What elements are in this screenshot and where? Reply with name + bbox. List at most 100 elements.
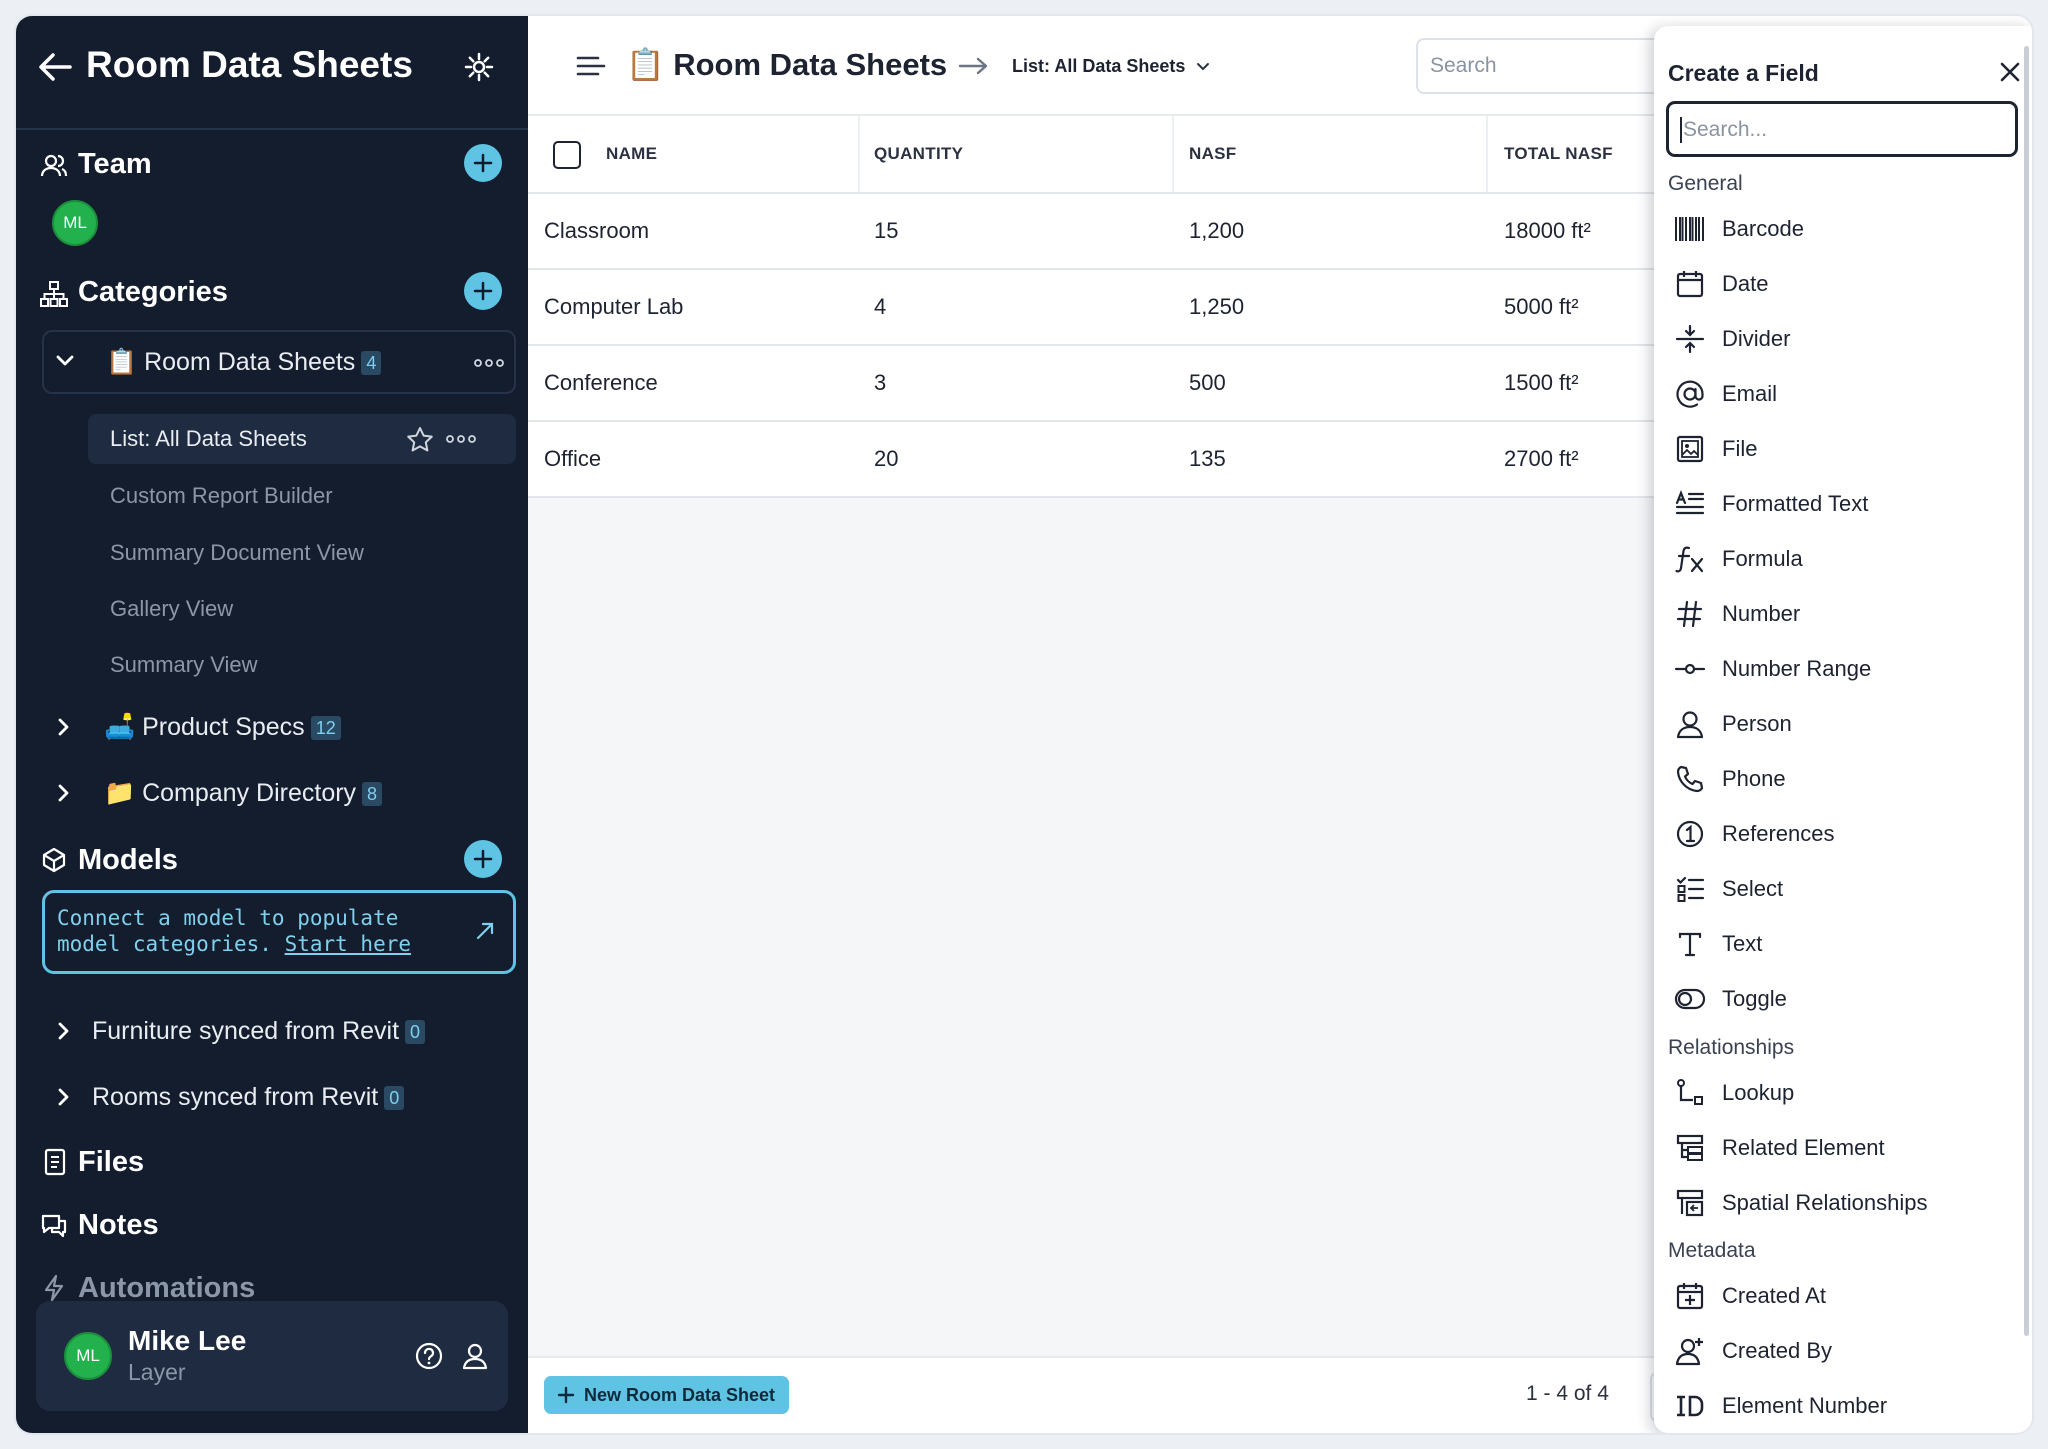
cell-quantity: 4 bbox=[874, 294, 887, 319]
user-avatar[interactable]: ML bbox=[64, 1332, 112, 1380]
add-category-button[interactable] bbox=[464, 272, 502, 310]
cell-total-nasf: 5000 ft² bbox=[1504, 294, 1579, 319]
field-type-email[interactable]: Email bbox=[1668, 367, 2008, 421]
menu-icon[interactable] bbox=[576, 54, 606, 78]
field-type-number-range[interactable]: Number Range bbox=[1668, 642, 2008, 696]
arrow-right-icon bbox=[958, 56, 990, 76]
phone-icon bbox=[1668, 757, 1712, 801]
field-type-spatial-relationships[interactable]: Spatial Relationships bbox=[1668, 1176, 2008, 1230]
notes-link[interactable]: Notes bbox=[78, 1209, 159, 1241]
field-type-formula[interactable]: Formula bbox=[1668, 532, 2008, 586]
column-header-name[interactable]: NAME bbox=[606, 144, 658, 163]
page-title[interactable]: Room Data Sheets bbox=[673, 47, 948, 82]
field-type-lookup[interactable]: Lookup bbox=[1668, 1066, 2008, 1120]
close-icon[interactable] bbox=[1998, 60, 2022, 84]
field-type-label: Element Number bbox=[1722, 1393, 1888, 1418]
cell-quantity: 20 bbox=[874, 446, 899, 471]
column-header-total-nasf[interactable]: TOTAL NASF bbox=[1504, 144, 1613, 163]
more-options-icon[interactable] bbox=[474, 358, 504, 368]
files-icon bbox=[42, 1148, 68, 1176]
chevron-right-icon[interactable] bbox=[52, 1086, 74, 1108]
team-icon bbox=[40, 152, 68, 180]
field-type-file[interactable]: File bbox=[1668, 422, 2008, 476]
view-summary[interactable]: Summary View bbox=[110, 652, 258, 677]
model-rooms[interactable]: Rooms synced from Revit 0 bbox=[92, 1083, 405, 1112]
model-count-badge: 0 bbox=[405, 1020, 426, 1045]
field-type-phone[interactable]: Phone bbox=[1668, 752, 2008, 806]
chevron-right-icon[interactable] bbox=[52, 716, 74, 738]
team-heading: Team bbox=[78, 148, 152, 180]
barcode-icon bbox=[1668, 207, 1712, 251]
field-type-label: Phone bbox=[1722, 766, 1786, 791]
gear-icon[interactable] bbox=[464, 52, 494, 82]
automations-link[interactable]: Automations bbox=[78, 1272, 256, 1304]
cell-total-nasf: 18000 ft² bbox=[1504, 218, 1591, 243]
select-all-checkbox[interactable] bbox=[553, 141, 581, 169]
category-room-data-sheets[interactable]: 📋 Room Data Sheets 4 bbox=[42, 330, 516, 394]
field-type-divider[interactable]: Divider bbox=[1668, 312, 2008, 366]
field-type-toggle[interactable]: Toggle bbox=[1668, 972, 2008, 1026]
field-type-related-element[interactable]: Related Element bbox=[1668, 1121, 2008, 1175]
field-type-person[interactable]: Person bbox=[1668, 697, 2008, 751]
field-type-references[interactable]: References bbox=[1668, 807, 2008, 861]
field-type-label: Formatted Text bbox=[1722, 491, 1869, 516]
sidebar-header: Room Data Sheets bbox=[16, 16, 528, 130]
column-header-nasf[interactable]: NASF bbox=[1189, 144, 1237, 163]
chevron-down-icon[interactable] bbox=[1196, 61, 1210, 73]
category-product-specs[interactable]: 🛋️ Product Specs 12 bbox=[104, 713, 341, 742]
field-type-label: Formula bbox=[1722, 546, 1803, 571]
category-company-directory[interactable]: 📁 Company Directory 8 bbox=[104, 779, 383, 808]
view-selector[interactable]: List: All Data Sheets bbox=[1012, 56, 1185, 77]
start-here-link[interactable]: Start here bbox=[284, 932, 412, 956]
panel-scrollbar[interactable] bbox=[2024, 46, 2029, 1336]
profile-icon[interactable] bbox=[460, 1341, 490, 1371]
field-type-label: Related Element bbox=[1722, 1135, 1885, 1160]
range-icon bbox=[1668, 647, 1712, 691]
chevron-right-icon[interactable] bbox=[52, 1020, 74, 1042]
at-sign-icon bbox=[1668, 372, 1712, 416]
field-type-created-at[interactable]: Created At bbox=[1668, 1269, 2008, 1323]
view-more-options-icon[interactable] bbox=[446, 434, 476, 444]
sidebar: Room Data Sheets Team ML Categories bbox=[16, 16, 528, 1433]
view-selector-label: List: All Data Sheets bbox=[1012, 56, 1186, 76]
field-type-select[interactable]: Select bbox=[1668, 862, 2008, 916]
pagination-text: 1 - 4 of 4 bbox=[1526, 1382, 1609, 1405]
new-room-data-sheet-button[interactable]: New Room Data Sheet bbox=[544, 1376, 790, 1414]
field-type-element-number[interactable]: Element Number bbox=[1668, 1379, 2008, 1433]
field-type-date[interactable]: Date bbox=[1668, 257, 2008, 311]
field-type-barcode[interactable]: Barcode bbox=[1668, 202, 2008, 256]
field-type-text[interactable]: Text bbox=[1668, 917, 2008, 971]
cell-quantity: 3 bbox=[874, 370, 887, 395]
search-input[interactable]: Search bbox=[1416, 38, 1676, 94]
column-header-quantity[interactable]: QUANTITY bbox=[874, 144, 964, 163]
view-custom-report-builder[interactable]: Custom Report Builder bbox=[110, 483, 333, 508]
arrow-up-right-icon[interactable] bbox=[473, 919, 497, 943]
cell-nasf: 135 bbox=[1189, 446, 1226, 471]
view-gallery[interactable]: Gallery View bbox=[110, 596, 234, 621]
user-card[interactable]: ML Mike Lee Layer bbox=[36, 1301, 508, 1411]
field-type-formatted-text[interactable]: Formatted Text bbox=[1668, 477, 2008, 531]
model-furniture[interactable]: Furniture synced from Revit 0 bbox=[92, 1017, 426, 1046]
help-icon[interactable] bbox=[414, 1341, 444, 1371]
add-model-button[interactable] bbox=[464, 840, 502, 878]
cell-name: Computer Lab bbox=[544, 294, 684, 319]
field-type-number[interactable]: Number bbox=[1668, 587, 2008, 641]
team-member-avatar[interactable]: ML bbox=[52, 200, 98, 246]
view-summary-document[interactable]: Summary Document View bbox=[110, 540, 364, 565]
back-arrow-icon[interactable] bbox=[38, 52, 72, 82]
files-link[interactable]: Files bbox=[78, 1146, 145, 1178]
cell-name: Classroom bbox=[544, 218, 650, 243]
person-plus-icon bbox=[1668, 1329, 1712, 1373]
reference-circle-icon bbox=[1668, 812, 1712, 856]
field-search-input[interactable]: Search... bbox=[1666, 101, 2018, 157]
text-t-icon bbox=[1668, 922, 1712, 966]
chevron-down-icon[interactable] bbox=[54, 350, 76, 372]
notes-icon bbox=[40, 1212, 68, 1240]
chevron-right-icon[interactable] bbox=[52, 782, 74, 804]
add-team-button[interactable] bbox=[464, 144, 502, 182]
field-type-label: Date bbox=[1722, 271, 1769, 296]
view-list-all-data-sheets[interactable]: List: All Data Sheets bbox=[88, 414, 516, 464]
star-icon[interactable] bbox=[406, 426, 434, 453]
field-type-created-by[interactable]: Created By bbox=[1668, 1324, 2008, 1378]
notice-text: Connect a model to populate model catego… bbox=[57, 906, 399, 956]
